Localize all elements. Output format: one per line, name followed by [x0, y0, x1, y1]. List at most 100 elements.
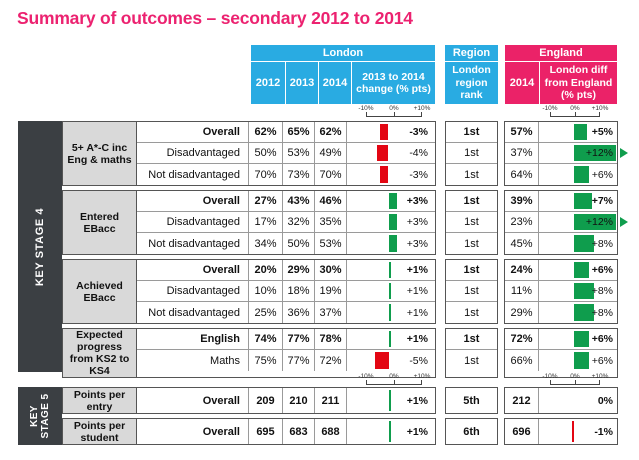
value-2012: 70% [249, 164, 283, 185]
increase-bar [388, 214, 397, 230]
increase-bar [388, 283, 392, 299]
row-label: Disadvantaged [137, 281, 249, 301]
value-2014: 62% [315, 122, 347, 142]
col-header-change: 2013 to 2014 change (% pts) [352, 62, 435, 104]
increase-bar [388, 193, 397, 209]
row-label: Overall [137, 122, 249, 142]
value-2014: 46% [315, 191, 347, 211]
england-2014-value: 72% [505, 329, 539, 349]
diff-bar-cell: +8% [539, 233, 617, 254]
diff-value: +6% [591, 333, 613, 345]
value-2013: 210 [283, 388, 315, 413]
value-2012: 34% [249, 233, 283, 254]
value-2012: 25% [249, 302, 283, 323]
change-value: +3% [406, 195, 428, 207]
diff-bar-cell: +6% [539, 164, 617, 185]
rank-box: 5th [445, 387, 498, 414]
value-2014: 688 [315, 419, 347, 444]
england-2014-value: 212 [505, 388, 539, 413]
change-axis: -10% 0% +10% [358, 373, 430, 386]
col-header-england-2014: 2014 [505, 62, 539, 104]
col-header-2012: 2012 [251, 62, 285, 104]
value-2014: 30% [315, 260, 347, 280]
col-header-2013: 2013 [286, 62, 318, 104]
diff-value: +5% [591, 126, 613, 138]
value-2012: 27% [249, 191, 283, 211]
rank-value: 1st [446, 122, 497, 143]
rank-box: 1st 1st 1st [445, 121, 498, 186]
change-value: -4% [409, 147, 428, 159]
increase-bar [574, 283, 594, 299]
rank-value: 6th [463, 425, 480, 438]
diff-bar-cell: +12% [539, 143, 628, 163]
category-label: 5+ A*-C inc Eng & maths [63, 122, 137, 185]
value-2014: 37% [315, 302, 347, 323]
england-2014-value: 11% [505, 281, 539, 301]
region-header-title: Region [445, 45, 498, 61]
value-2013: 50% [283, 233, 315, 254]
diff-value: +6% [591, 354, 613, 367]
change-value: +1% [406, 264, 428, 276]
row-label: Overall [137, 191, 249, 211]
increase-bar [574, 262, 589, 278]
change-value: +1% [406, 333, 428, 345]
value-2013: 77% [283, 329, 315, 349]
england-2014-value: 23% [505, 212, 539, 232]
value-2013: 43% [283, 191, 315, 211]
value-2012: 75% [249, 350, 283, 371]
change-bar-cell: -3% [347, 164, 435, 185]
change-value: +3% [406, 237, 428, 250]
value-2014: 70% [315, 164, 347, 185]
diff-bar-cell: +12% [539, 212, 628, 232]
group-points-per-entry: Points per entry Overall 209 210 211 +1%… [62, 387, 618, 414]
increase-bar [388, 331, 392, 347]
change-axis: -10% 0% +10% [358, 105, 430, 118]
change-value: +1% [406, 306, 428, 319]
change-bar-cell: +1% [347, 329, 435, 349]
increase-bar [574, 304, 594, 321]
value-2013: 32% [283, 212, 315, 232]
decrease-bar [380, 166, 389, 183]
value-2012: 62% [249, 122, 283, 142]
col-header-diff: London diff from England (% pts) [540, 62, 617, 104]
diff-bar-cell: +5% [539, 122, 617, 142]
increase-bar [574, 145, 616, 161]
diff-value: +8% [591, 237, 613, 250]
change-bar-cell: +3% [347, 191, 435, 211]
value-2012: 50% [249, 143, 283, 163]
rank-value: 1st [464, 306, 479, 319]
col-header-2014: 2014 [319, 62, 351, 104]
england-header: England 2014 London diff from England (%… [505, 45, 617, 104]
increase-bar [388, 421, 392, 442]
diff-bar-cell: 0% [539, 388, 617, 413]
row-label: Overall [137, 419, 249, 444]
change-bar-cell: +1% [347, 419, 435, 444]
value-2014: 53% [315, 233, 347, 254]
row-label: Not disadvantaged [137, 233, 249, 254]
england-2014-value: 24% [505, 260, 539, 280]
diff-axis: -10% 0% +10% [542, 105, 608, 118]
diff-bar-cell: +7% [539, 191, 617, 211]
category-label: Expected progress from KS2 to KS4 [63, 329, 137, 377]
rank-value: 1st [464, 354, 479, 367]
england-2014-value: 57% [505, 122, 539, 142]
key-stage-5-label: KEY STAGE 5 [29, 393, 51, 439]
diff-bar-cell: -1% [539, 419, 617, 444]
change-value: +1% [406, 425, 428, 438]
value-2013: 65% [283, 122, 315, 142]
category-label: Points per entry [63, 388, 137, 413]
diff-value: +7% [591, 195, 613, 207]
decrease-bar [571, 421, 574, 442]
row-label: Not disadvantaged [137, 302, 249, 323]
value-2014: 49% [315, 143, 347, 163]
diff-bar-cell: +8% [539, 281, 617, 301]
value-2014: 211 [315, 388, 347, 413]
rank-box: 6th [445, 418, 498, 445]
key-stage-5-sidebar: KEY STAGE 5 [18, 387, 62, 445]
rank-box: 1st 1st [445, 328, 498, 378]
england-2014-value: 45% [505, 233, 539, 254]
change-value: -3% [409, 168, 428, 181]
diff-value: 0% [597, 394, 613, 407]
diff-axis: -10% 0% +10% [542, 373, 608, 386]
value-2012: 695 [249, 419, 283, 444]
